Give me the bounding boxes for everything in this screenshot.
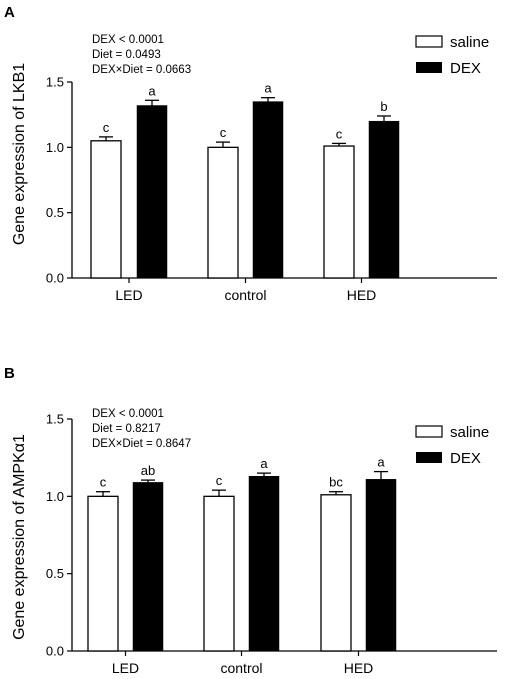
legend-label-saline-b: saline	[450, 424, 489, 441]
y-tick-label-b: 1.0	[46, 489, 64, 504]
y-axis-label-a: Gene expression of LKB1	[11, 63, 28, 245]
legend-label-dex-b: DEX	[450, 450, 481, 467]
significance-letter-a: a	[148, 83, 156, 98]
significance-letter-a: c	[336, 126, 343, 141]
plot-area-b: 0.0 0.5 1.0 1.5 LED control HED c c bc ab a a	[46, 412, 497, 676]
legend-swatch-dex-b	[416, 452, 442, 463]
significance-letter-b: ab	[141, 463, 155, 478]
bar-dex-b	[132, 482, 164, 652]
legend-swatch-saline-a	[415, 35, 443, 48]
legend-swatch-saline-b	[415, 425, 443, 438]
bar-saline-a	[323, 145, 355, 279]
bar-saline-a	[90, 140, 122, 279]
legend-label-dex-a: DEX	[450, 60, 481, 77]
legend-swatch-dex-a	[416, 62, 442, 73]
legend-label-saline-a: saline	[450, 34, 489, 51]
significance-letter-b: a	[260, 456, 268, 471]
bar-dex-a	[252, 101, 284, 279]
bar-dex-a	[136, 105, 168, 279]
significance-letter-a: a	[264, 81, 272, 96]
significance-letter-b: c	[216, 473, 223, 488]
stats-line-b-3: DEX×Diet = 0.8647	[92, 438, 191, 450]
stats-line-a-3: DEX×Diet = 0.0663	[92, 64, 191, 76]
x-tick-label-a: LED	[115, 287, 142, 303]
bar-dex-a	[368, 120, 400, 279]
bar-saline-b	[87, 495, 119, 652]
panel-b: B Gene expression of AMPKα1 DEX < 0.0001…	[4, 365, 497, 676]
x-tick-label-b: LED	[112, 660, 139, 676]
significance-letter-a: c	[220, 125, 227, 140]
stats-line-a-1: DEX < 0.0001	[92, 34, 164, 46]
bar-dex-b	[248, 475, 280, 652]
panel-a: A Gene expression of LKB1 DEX < 0.0001 D…	[4, 4, 497, 303]
bar-saline-b	[203, 495, 235, 652]
y-tick-label-a: 1.0	[46, 140, 64, 155]
bar-saline-a	[207, 146, 239, 279]
panel-letter-a: A	[4, 4, 15, 21]
panel-letter-b: B	[4, 365, 15, 382]
y-tick-label-a: 0.0	[46, 271, 64, 286]
plot-area-a: 0.0 0.5 1.0 1.5 LED control HED c c c a a b	[46, 75, 497, 303]
bar-saline-b	[320, 494, 352, 652]
stats-line-b-1: DEX < 0.0001	[92, 408, 164, 420]
significance-letter-b: bc	[329, 475, 343, 490]
x-tick-label-b: HED	[344, 660, 374, 676]
x-tick-label-a: control	[224, 287, 266, 303]
x-tick-label-b: control	[220, 660, 262, 676]
y-tick-label-a: 1.5	[46, 75, 64, 90]
y-axis-label-b: Gene expression of AMPKα1	[11, 434, 28, 640]
significance-letter-b: c	[100, 475, 107, 490]
y-tick-label-b: 0.5	[46, 566, 64, 581]
y-tick-label-b: 1.5	[46, 412, 64, 427]
y-tick-label-a: 0.5	[46, 205, 64, 220]
significance-letter-a: c	[103, 120, 110, 135]
stats-line-b-2: Diet = 0.8217	[92, 423, 161, 435]
significance-letter-a: b	[380, 99, 387, 114]
x-tick-label-a: HED	[347, 287, 377, 303]
significance-letter-b: a	[377, 455, 385, 470]
stats-line-a-2: Diet = 0.0493	[92, 49, 161, 61]
bar-dex-b	[365, 479, 397, 652]
y-tick-label-b: 0.0	[46, 644, 64, 659]
